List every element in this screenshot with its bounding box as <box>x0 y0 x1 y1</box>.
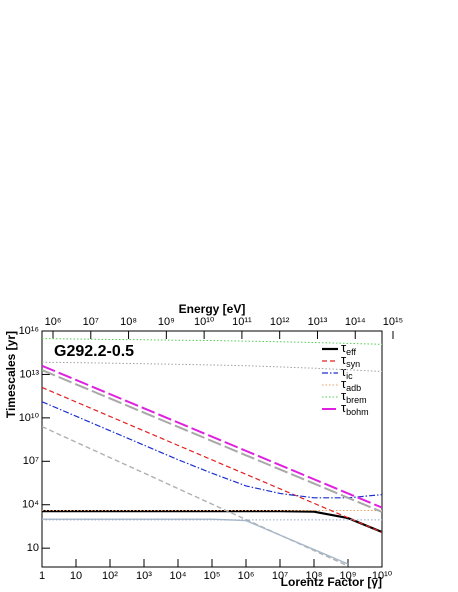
x2-tick-label: 10¹³ <box>308 316 328 328</box>
y-tick-label: 10¹⁰ <box>19 412 40 424</box>
x-tick-label: 10⁹ <box>340 570 357 582</box>
x2-tick-label: 10⁹ <box>158 316 175 328</box>
annotation: G292.2-0.5 <box>54 343 134 360</box>
x2-tick-label: 10⁸ <box>120 316 137 328</box>
y-tick-label: 10⁷ <box>23 455 39 467</box>
x-tick-label: 10³ <box>136 570 152 582</box>
series-line <box>42 338 382 345</box>
x2-tick-label: 10¹⁵ <box>383 316 403 328</box>
series-line <box>42 361 382 372</box>
x2-tick-label: 10¹² <box>270 316 290 328</box>
y-tick-label: 10¹³ <box>19 368 39 380</box>
x2-axis-title: Energy [eV] <box>179 302 246 316</box>
x-tick-label: 10⁴ <box>170 570 187 582</box>
series-line <box>42 510 382 534</box>
legend-label: τadb <box>341 376 361 393</box>
x-tick-label: 10⁶ <box>238 570 255 582</box>
x2-tick-label: 10¹⁰ <box>194 316 215 328</box>
series-line <box>42 518 349 565</box>
y-tick-label: 10 <box>27 542 39 554</box>
legend-label: τic <box>341 364 353 381</box>
legend-label: τeff <box>341 340 356 357</box>
x2-tick-label: 10⁷ <box>83 316 99 328</box>
series-line <box>42 364 382 509</box>
x-tick-label: 10⁸ <box>306 570 323 582</box>
series-line <box>42 369 382 513</box>
x-tick-label: 10¹⁰ <box>372 570 393 582</box>
x2-tick-label: 10¹¹ <box>232 316 252 328</box>
legend-label: τbohm <box>341 400 369 417</box>
y-tick-label: 10⁴ <box>22 499 39 511</box>
x2-tick-label: 10⁶ <box>45 316 62 328</box>
x-tick-label: 10⁵ <box>204 570 221 582</box>
x-tick-label: 10 <box>70 570 82 582</box>
x-tick-label: 1 <box>39 570 45 582</box>
series-line <box>42 401 382 499</box>
x-tick-label: 10² <box>102 570 118 582</box>
x2-tick-label: 10¹⁴ <box>345 316 366 328</box>
legend-label: τbrem <box>341 388 367 405</box>
x-tick-label: 10⁷ <box>272 570 288 582</box>
y-axis-title: Timescales [yr] <box>4 331 18 418</box>
y-tick-label: 10¹⁶ <box>19 325 39 337</box>
plot-frame <box>41 330 383 568</box>
x-axis-title: Lorentz Factor [γ] <box>281 575 382 589</box>
legend-label: τsyn <box>341 352 360 369</box>
series-line <box>42 386 382 533</box>
